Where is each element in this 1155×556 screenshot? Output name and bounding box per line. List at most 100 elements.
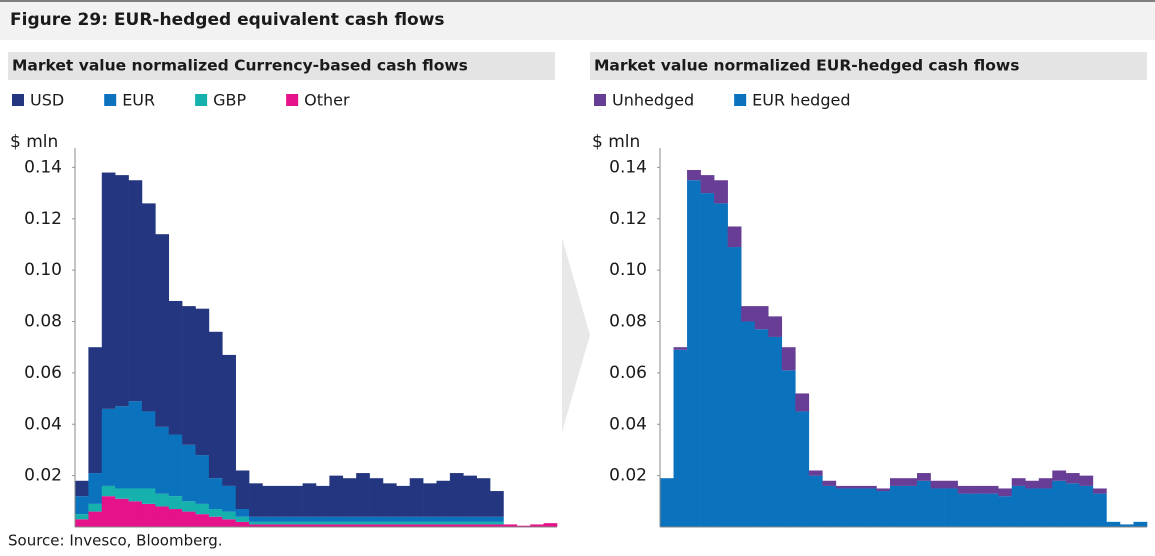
- bar-segment: [329, 524, 344, 527]
- bar-segment: [476, 478, 491, 517]
- bar-segment: [835, 485, 850, 489]
- bar-segment: [182, 306, 196, 445]
- bar-segment: [490, 516, 504, 522]
- bar-segment: [700, 193, 715, 527]
- bar-segment: [781, 370, 796, 527]
- bar-segment: [449, 524, 464, 527]
- bar-segment: [436, 521, 451, 525]
- bar-segment: [503, 524, 518, 527]
- bar-segment: [101, 485, 116, 497]
- bar-segment: [781, 347, 796, 371]
- bar-segment: [356, 473, 370, 517]
- bar-segment: [168, 496, 183, 510]
- legend-label: EUR: [122, 91, 155, 110]
- bar-segment: [727, 226, 742, 248]
- bar-segment: [128, 401, 143, 489]
- y-tick-label: 0.10: [24, 260, 62, 280]
- bar-segment: [423, 516, 437, 522]
- bar-segment: [917, 480, 931, 527]
- bar-segment: [302, 521, 317, 525]
- bar-segment: [316, 521, 330, 525]
- figure-title: Figure 29: EUR-hedged equivalent cash fl…: [10, 10, 445, 30]
- bar-segment: [275, 485, 290, 517]
- y-tick-label: 0.06: [24, 363, 62, 383]
- bar-segment: [673, 349, 688, 527]
- bar-segment: [369, 516, 384, 522]
- bar-segment: [423, 524, 437, 527]
- bar-segment: [409, 478, 424, 517]
- bar-segment: [141, 503, 156, 527]
- bar-segment: [222, 519, 236, 527]
- legend-label: Other: [304, 91, 350, 110]
- bar-segment: [768, 316, 783, 337]
- bar-segment: [249, 524, 263, 527]
- bar-segment: [182, 511, 196, 527]
- bar-segment: [409, 516, 424, 522]
- bar-segment: [356, 524, 370, 527]
- bar-segment: [141, 411, 156, 489]
- bar-segment: [235, 509, 250, 517]
- bar-segment: [490, 491, 504, 517]
- y-tick-label: 0.12: [24, 209, 62, 229]
- bar-segment: [208, 509, 223, 517]
- legend-label: GBP: [213, 91, 246, 110]
- bar-segment: [88, 347, 103, 474]
- y-tick-label: 0.14: [609, 157, 647, 177]
- bar-segment: [449, 516, 464, 522]
- bar-segment: [182, 501, 196, 512]
- y-tick-label: 0.08: [609, 312, 647, 332]
- bar-segment: [88, 511, 103, 527]
- bar-segment: [808, 470, 823, 476]
- bar-segment: [436, 524, 451, 527]
- bar-segment: [1065, 473, 1080, 484]
- bar-segment: [289, 524, 303, 527]
- bar-segment: [155, 506, 170, 527]
- bar-segment: [1079, 475, 1094, 486]
- bar-segment: [971, 485, 985, 494]
- bar-segment: [329, 516, 344, 522]
- bar-segment: [208, 478, 223, 510]
- bar-segment: [463, 524, 477, 527]
- bar-segment: [673, 347, 688, 350]
- bar-segment: [222, 511, 236, 520]
- bar-segment: [382, 521, 397, 525]
- bar-segment: [436, 480, 451, 517]
- bar-segment: [275, 516, 290, 522]
- bar-segment: [155, 426, 170, 494]
- bar-segment: [903, 485, 918, 527]
- y-tick-label: 0.02: [609, 466, 647, 486]
- bar-segment: [101, 496, 116, 527]
- bar-segment: [235, 470, 250, 510]
- bar-segment: [957, 485, 972, 494]
- bar-segment: [75, 480, 89, 497]
- bar-segment: [396, 516, 411, 522]
- legend-swatch: [12, 94, 24, 106]
- bar-segment: [289, 516, 303, 522]
- bar-segment: [463, 521, 477, 525]
- bar-segment: [423, 483, 437, 517]
- bar-segment: [342, 478, 357, 517]
- legend-label: USD: [30, 91, 64, 110]
- bar-segment: [369, 521, 384, 525]
- bar-segment: [714, 203, 728, 527]
- subtitle-band: [8, 52, 555, 80]
- bar-segment: [195, 503, 210, 515]
- bar-segment: [115, 406, 129, 489]
- bar-segment: [1092, 488, 1107, 494]
- bar-segment: [795, 393, 810, 412]
- bar-segment: [342, 521, 357, 525]
- bar-segment: [700, 175, 715, 194]
- legend-swatch: [734, 94, 747, 106]
- arrow: [562, 238, 590, 432]
- bar-segment: [971, 493, 985, 527]
- bar-segment: [316, 516, 330, 522]
- bar-segment: [249, 516, 263, 522]
- bar-segment: [889, 478, 904, 486]
- bar-segment: [423, 521, 437, 525]
- bar-segment: [822, 480, 837, 486]
- bar-segment: [101, 408, 116, 486]
- bar-segment: [1079, 485, 1094, 527]
- bar-segment: [998, 496, 1013, 527]
- bar-segment: [141, 488, 156, 504]
- bar-segment: [1052, 480, 1067, 527]
